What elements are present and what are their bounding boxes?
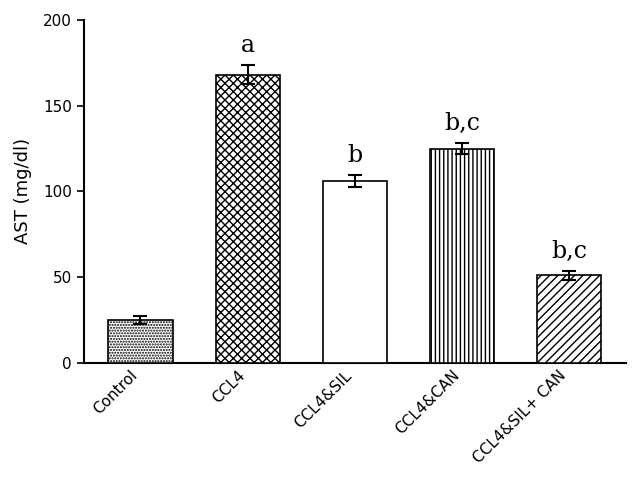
Bar [537, 276, 602, 363]
Y-axis label: AST (mg/dl): AST (mg/dl) [14, 138, 32, 244]
Text: a: a [241, 34, 255, 57]
Bar [430, 148, 494, 363]
Bar [216, 75, 280, 363]
Text: b,c: b,c [551, 240, 588, 263]
Bar [108, 320, 173, 363]
Bar [323, 181, 387, 363]
Text: b,c: b,c [444, 112, 480, 135]
Text: b: b [348, 144, 362, 167]
